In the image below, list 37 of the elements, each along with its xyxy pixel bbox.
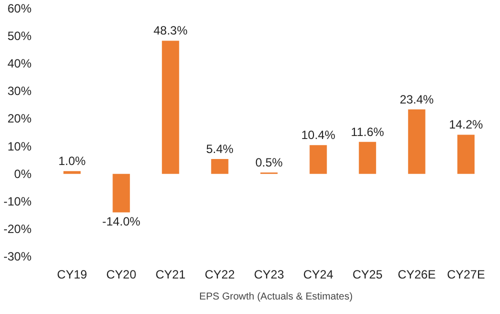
- bar: [408, 109, 426, 174]
- text: EPS Growth (Actuals & Estimates): [199, 292, 353, 302]
- bar: [162, 40, 180, 174]
- bar: [358, 142, 376, 174]
- y-tick-label: 0%: [14, 166, 32, 181]
- bar: [63, 171, 81, 174]
- data-label: 11.6%: [350, 124, 384, 139]
- y-tick-label: 40%: [7, 56, 32, 71]
- data-label: 1.0%: [58, 154, 86, 168]
- bar: [457, 134, 475, 174]
- x-tick-label: CY19: [57, 268, 88, 282]
- x-tick-label: CY24: [303, 268, 334, 282]
- data-label: 0.5%: [255, 155, 284, 170]
- y-tick-label: 20%: [7, 112, 32, 126]
- y-tick-label: -30%: [3, 250, 32, 264]
- x-tick-label: CY23: [254, 268, 284, 282]
- y-tick-label: 10%: [7, 139, 32, 154]
- x-tick-label: CY22: [204, 268, 236, 282]
- data-label: 10.4%: [301, 128, 336, 142]
- bar: [112, 174, 130, 212]
- data-label: 5.4%: [206, 142, 234, 156]
- y-tick-label: 50%: [7, 29, 32, 44]
- data-label: -14.0%: [102, 214, 141, 228]
- y-tick-label: 60%: [7, 2, 32, 16]
- x-tick-label: CY20: [106, 268, 137, 282]
- bar: [310, 145, 327, 174]
- x-tick-label: CY25: [352, 268, 383, 282]
- data-label: 23.4%: [400, 92, 434, 106]
- x-tick-label: CY26E: [398, 268, 436, 282]
- data-label: 48.3%: [154, 24, 188, 38]
- y-tick-label: -10%: [3, 194, 32, 208]
- x-tick-label: CY27E: [446, 268, 485, 282]
- y-tick-label: 30%: [7, 84, 32, 98]
- bar: [211, 158, 228, 174]
- y-tick-label: -20%: [3, 222, 32, 236]
- data-label: 14.2%: [448, 118, 484, 132]
- x-tick-label: CY21: [156, 268, 186, 282]
